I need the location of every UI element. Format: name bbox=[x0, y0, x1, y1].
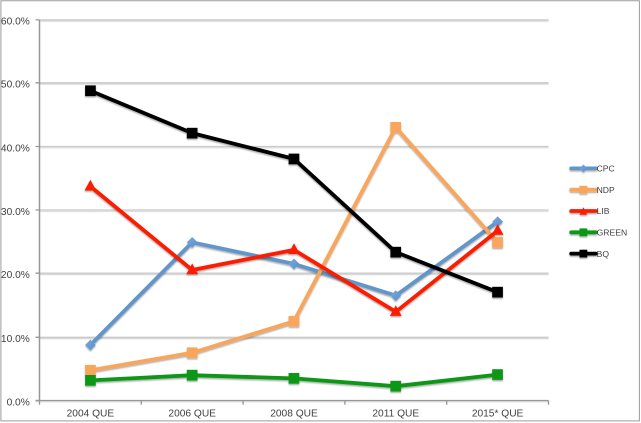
svg-text:30.0%: 30.0% bbox=[1, 207, 30, 218]
svg-text:60.0%: 60.0% bbox=[1, 17, 30, 28]
svg-text:10.0%: 10.0% bbox=[1, 334, 30, 345]
svg-text:2004 QUE: 2004 QUE bbox=[67, 409, 115, 420]
svg-text:40.0%: 40.0% bbox=[1, 143, 30, 154]
svg-text:50.0%: 50.0% bbox=[1, 80, 30, 91]
svg-text:CPC: CPC bbox=[597, 164, 615, 174]
svg-text:2006 QUE: 2006 QUE bbox=[168, 409, 216, 420]
svg-text:20.0%: 20.0% bbox=[1, 270, 30, 281]
svg-text:2015* QUE: 2015* QUE bbox=[472, 409, 524, 420]
svg-text:2011 QUE: 2011 QUE bbox=[372, 409, 419, 420]
svg-text:0.0%: 0.0% bbox=[7, 397, 30, 408]
svg-text:2008 QUE: 2008 QUE bbox=[270, 409, 318, 420]
svg-text:LIB: LIB bbox=[597, 206, 610, 216]
svg-text:NDP: NDP bbox=[597, 185, 615, 195]
svg-text:BQ: BQ bbox=[597, 249, 610, 259]
svg-text:GREEN: GREEN bbox=[597, 228, 628, 238]
